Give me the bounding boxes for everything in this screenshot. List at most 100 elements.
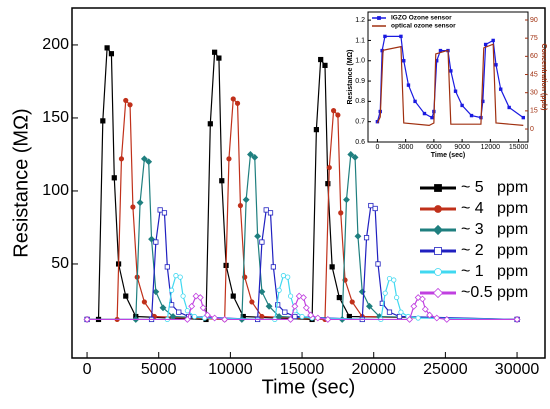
marker — [426, 311, 434, 319]
marker — [318, 56, 324, 63]
marker — [324, 316, 332, 323]
y-tick-label: 150 — [42, 109, 69, 126]
marker — [123, 97, 129, 104]
marker — [394, 294, 400, 301]
marker — [212, 49, 218, 55]
marker — [100, 118, 106, 124]
marker — [287, 293, 294, 299]
y2-tick-label: 15 — [530, 108, 538, 115]
marker — [230, 293, 236, 299]
marker — [399, 34, 403, 39]
marker — [494, 63, 498, 67]
y-tick-label: 1.2 — [355, 17, 365, 24]
series-line — [376, 43, 524, 127]
marker — [386, 275, 393, 282]
legend-label: ~ 5 ppm — [461, 179, 528, 196]
y-axis-label: Resistance (MΩ) — [347, 49, 354, 104]
marker — [153, 239, 159, 245]
marker — [199, 304, 207, 312]
marker — [152, 288, 160, 296]
marker — [211, 314, 219, 322]
marker — [118, 156, 125, 162]
marker — [372, 205, 378, 212]
x-tick-label: 15000 — [509, 144, 529, 151]
marker — [300, 294, 307, 301]
marker — [258, 288, 266, 296]
legend-label: ~ 3 ppm — [461, 221, 528, 238]
marker — [434, 247, 442, 255]
marker — [396, 313, 403, 320]
marker — [521, 115, 525, 120]
marker — [507, 105, 511, 110]
marker — [406, 316, 413, 323]
marker — [191, 313, 198, 320]
marker — [314, 314, 322, 322]
marker — [346, 313, 352, 320]
x-tick-label: 25000 — [423, 361, 468, 378]
legend-label: ~ 2 ppm — [461, 242, 528, 259]
marker — [453, 89, 458, 93]
marker — [259, 239, 265, 245]
marker — [499, 87, 503, 91]
marker — [419, 295, 426, 303]
marker — [282, 309, 288, 315]
marker — [338, 210, 344, 216]
marker — [432, 287, 444, 299]
marker — [377, 16, 381, 20]
marker — [307, 311, 315, 319]
legend-label: ~ 1 ppm — [461, 263, 528, 280]
marker — [363, 235, 370, 241]
marker — [259, 313, 265, 320]
x-tick-label: 30000 — [495, 361, 540, 378]
y-tick-label: 1.1 — [355, 37, 365, 44]
marker — [422, 111, 427, 116]
marker — [410, 302, 418, 310]
series-line — [87, 153, 518, 321]
marker — [111, 175, 117, 181]
marker — [386, 309, 393, 315]
marker — [292, 313, 298, 320]
marker — [123, 293, 129, 299]
marker — [251, 153, 259, 161]
marker — [176, 309, 182, 315]
y-tick-label: 1.0 — [355, 58, 365, 65]
marker — [354, 232, 362, 240]
marker — [421, 305, 429, 313]
y-tick-label: 0.8 — [355, 98, 365, 105]
marker — [365, 302, 373, 310]
marker — [325, 181, 331, 187]
marker — [347, 151, 355, 158]
marker — [335, 112, 341, 118]
legend-label: optical ozone sensor — [391, 23, 456, 30]
y-tick-label: 0.7 — [355, 119, 365, 126]
marker — [140, 155, 148, 163]
marker — [265, 302, 273, 310]
marker — [141, 299, 147, 305]
marker — [322, 62, 328, 68]
marker — [177, 274, 183, 280]
marker — [242, 196, 250, 204]
marker — [201, 315, 208, 321]
marker — [180, 293, 186, 299]
marker — [383, 34, 387, 39]
x-tick-label: 9000 — [454, 144, 470, 151]
marker — [254, 232, 262, 240]
marker — [204, 311, 211, 319]
marker — [192, 292, 200, 300]
marker — [207, 121, 213, 127]
marker — [267, 210, 274, 216]
marker — [83, 316, 91, 323]
marker — [379, 300, 385, 306]
marker — [434, 184, 442, 192]
series-line — [87, 274, 518, 321]
marker — [414, 294, 422, 301]
y2-tick-label: 45 — [530, 71, 538, 78]
marker — [368, 202, 374, 209]
y2-tick-label: 75 — [530, 35, 538, 42]
marker — [469, 113, 474, 118]
marker — [313, 127, 319, 133]
marker — [173, 273, 179, 279]
marker — [216, 55, 222, 61]
legend-label: ~ 4 ppm — [461, 200, 528, 217]
marker — [157, 207, 163, 213]
